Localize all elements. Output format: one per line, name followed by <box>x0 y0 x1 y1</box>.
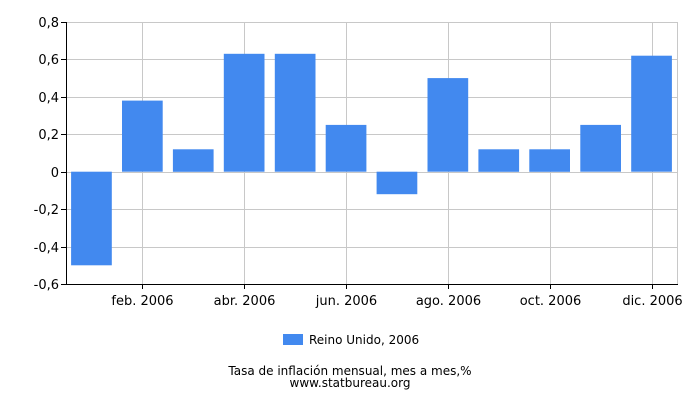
bar <box>223 53 265 172</box>
bar <box>71 171 112 266</box>
x-tick-label: oct. 2006 <box>520 294 582 309</box>
y-tick-label: -0,2 <box>34 203 59 218</box>
y-tick-label: 0,8 <box>38 16 59 31</box>
bar <box>172 149 214 172</box>
x-tick-label: abr. 2006 <box>214 294 276 309</box>
bar <box>122 100 163 172</box>
tick-labels: -0,6 -0,4 -0,2 0 0,2 0,4 0,6 0,8 feb. 2006 abr. 2… <box>34 16 683 309</box>
bar <box>325 124 367 172</box>
axes <box>61 22 678 289</box>
y-tick-label: 0 <box>51 166 59 181</box>
legend-swatch <box>283 334 303 345</box>
x-tick-label: feb. 2006 <box>111 294 173 309</box>
y-tick-label: 0,4 <box>38 91 59 106</box>
bar <box>427 78 469 172</box>
y-tick-label: 0,2 <box>38 128 59 143</box>
bar <box>529 149 570 172</box>
y-tick-label: -0,6 <box>34 278 59 293</box>
bar <box>376 171 418 195</box>
source-label: www.statbureau.org <box>290 376 411 390</box>
legend-label: Reino Unido, 2006 <box>309 333 419 347</box>
bars <box>71 53 672 266</box>
y-tick-label: -0,4 <box>34 241 59 256</box>
x-tick-label: ago. 2006 <box>416 294 481 309</box>
x-tick-label: jun. 2006 <box>315 294 377 309</box>
legend: Reino Unido, 2006 <box>283 333 419 347</box>
y-tick-label: 0,6 <box>38 53 59 68</box>
x-tick-label: dic. 2006 <box>622 294 682 309</box>
chart-caption: Tasa de inflación mensual, mes a mes,% <box>227 364 471 378</box>
bar <box>478 149 520 172</box>
bar <box>274 53 316 172</box>
bar <box>580 124 621 172</box>
bar <box>631 55 672 172</box>
